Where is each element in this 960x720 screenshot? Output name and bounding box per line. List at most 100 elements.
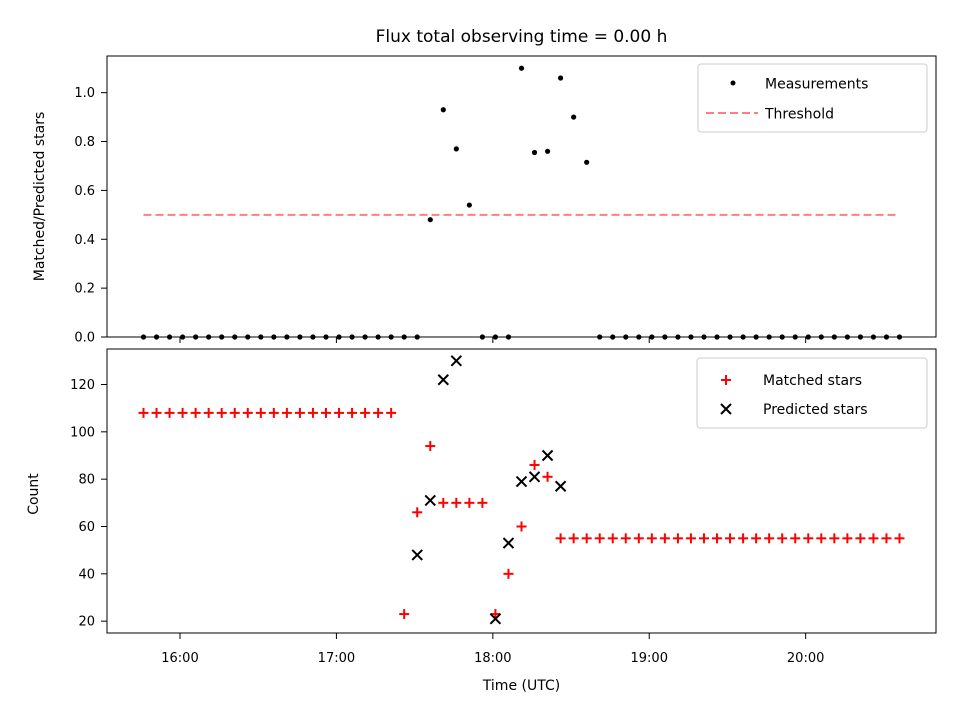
measurement-point (518, 65, 525, 71)
matched-star-point (503, 568, 514, 579)
predicted-star-point (502, 537, 515, 549)
matched-star-point (751, 533, 762, 544)
matched-star-point (659, 533, 670, 544)
measurement-point (558, 75, 564, 81)
matched-star-point (698, 533, 709, 544)
matched-star-point (203, 407, 214, 418)
predicted-star-point (411, 549, 423, 561)
matched-star-point (425, 441, 436, 452)
legend-label-matched-stars: Matched stars (763, 373, 862, 389)
bottom-y-tick-label: 40 (78, 567, 95, 582)
top-panel: Flux total observing time = 0.00 h 0.00.… (32, 27, 937, 346)
bottom-panel: 20 40 60 80 100 120 16:00 17:00 18:00 19:00 20:00… (26, 348, 937, 694)
measurement-point (427, 217, 433, 223)
predicted-star-point (450, 355, 463, 367)
matched-star-point (594, 533, 605, 544)
matched-star-point (399, 609, 410, 620)
matched-star-point (334, 407, 345, 418)
matched-star-point (764, 533, 775, 544)
bottom-x-axis: 16:00 17:00 18:00 19:00 20:00 (161, 633, 824, 666)
matched-star-point (646, 533, 657, 544)
legend-marker-measurements (730, 80, 736, 86)
matched-star-point (164, 407, 175, 418)
matched-star-point (516, 521, 527, 532)
matched-star-point (451, 497, 462, 508)
top-y-tick-label: 1.0 (74, 86, 95, 101)
matched-star-point (360, 407, 371, 418)
matched-star-point (242, 407, 253, 418)
matched-star-point (868, 533, 879, 544)
matched-star-point (320, 407, 331, 418)
matched-star-point (581, 533, 592, 544)
measurement-point (453, 146, 459, 152)
top-chart-title: Flux total observing time = 0.00 h (376, 27, 668, 47)
measurement-point (544, 148, 551, 154)
matched-star-point (881, 533, 892, 544)
matched-star-point (229, 407, 240, 418)
legend-marker-predicted-stars (720, 403, 732, 415)
matched-star-point (855, 533, 866, 544)
matched-star-point (477, 497, 488, 508)
bottom-y-tick-label: 120 (70, 378, 95, 393)
bottom-y-axis: 20 40 60 80 100 120 (70, 378, 107, 630)
matched-star-point (777, 533, 788, 544)
matched-star-point (542, 471, 553, 482)
top-y-tick-label: 0.8 (74, 135, 95, 150)
predicted-star-point (528, 471, 541, 483)
legend-label-predicted-stars: Predicted stars (763, 402, 868, 418)
bottom-x-tick-label: 20:00 (787, 651, 824, 666)
matched-star-point (268, 407, 279, 418)
matched-star-point (281, 407, 292, 418)
bottom-y-tick-label: 100 (70, 425, 95, 440)
predicted-star-point (489, 613, 502, 625)
matched-star-point (412, 507, 423, 518)
matched-star-point (151, 407, 162, 418)
measurement-point (584, 159, 590, 165)
top-legend: Measurements Threshold (697, 63, 928, 133)
top-y-tick-label: 0.4 (74, 233, 95, 248)
legend-marker-matched-stars (721, 375, 731, 385)
measurement-point (571, 114, 577, 120)
matched-star-point (386, 407, 397, 418)
matched-star-point (177, 407, 188, 418)
legend-label-threshold: Threshold (764, 107, 834, 123)
top-x-axis (179, 337, 807, 343)
top-y-tick-label: 0.2 (74, 282, 95, 297)
bottom-x-tick-label: 17:00 (318, 651, 355, 666)
matched-star-point (138, 407, 149, 418)
measurement-point (466, 202, 472, 208)
matched-star-point (894, 533, 905, 544)
top-y-tick-label: 0.0 (74, 331, 95, 346)
matched-star-point (607, 533, 618, 544)
top-y-axis: 0.0 0.2 0.4 0.6 0.8 1.0 (74, 86, 107, 346)
bottom-y-tick-label: 20 (78, 615, 95, 630)
matched-star-point (725, 533, 736, 544)
matched-star-point (738, 533, 749, 544)
bottom-y-tick-label: 80 (78, 473, 95, 488)
matched-star-point (620, 533, 631, 544)
top-axes-frame (106, 55, 937, 338)
matched-star-point (347, 407, 358, 418)
matched-star-point (438, 497, 449, 508)
bottom-axes-frame (106, 348, 937, 634)
matched-star-point (816, 533, 827, 544)
matched-star-point (529, 459, 540, 470)
matched-star-point (555, 533, 566, 544)
predicted-star-point (541, 449, 554, 462)
measurement-point (440, 107, 446, 113)
matched-star-point (633, 533, 644, 544)
matched-star-point (842, 533, 853, 544)
predicted-star-point (515, 475, 528, 488)
bottom-x-tick-label: 18:00 (474, 651, 511, 666)
top-y-tick-label: 0.6 (74, 184, 95, 199)
predicted-star-point (437, 374, 449, 386)
matched-star-point (790, 533, 801, 544)
bottom-legend: Matched stars Predicted stars (696, 357, 928, 429)
top-y-axis-label: Matched/Predicted stars (32, 112, 48, 282)
measurement-point (531, 149, 538, 156)
bottom-x-tick-label: 16:00 (161, 651, 198, 666)
bottom-y-axis-label: Count (26, 473, 42, 515)
bottom-plot-area (138, 355, 905, 625)
bottom-x-tick-label: 19:00 (631, 651, 668, 666)
matched-star-point (464, 497, 475, 508)
